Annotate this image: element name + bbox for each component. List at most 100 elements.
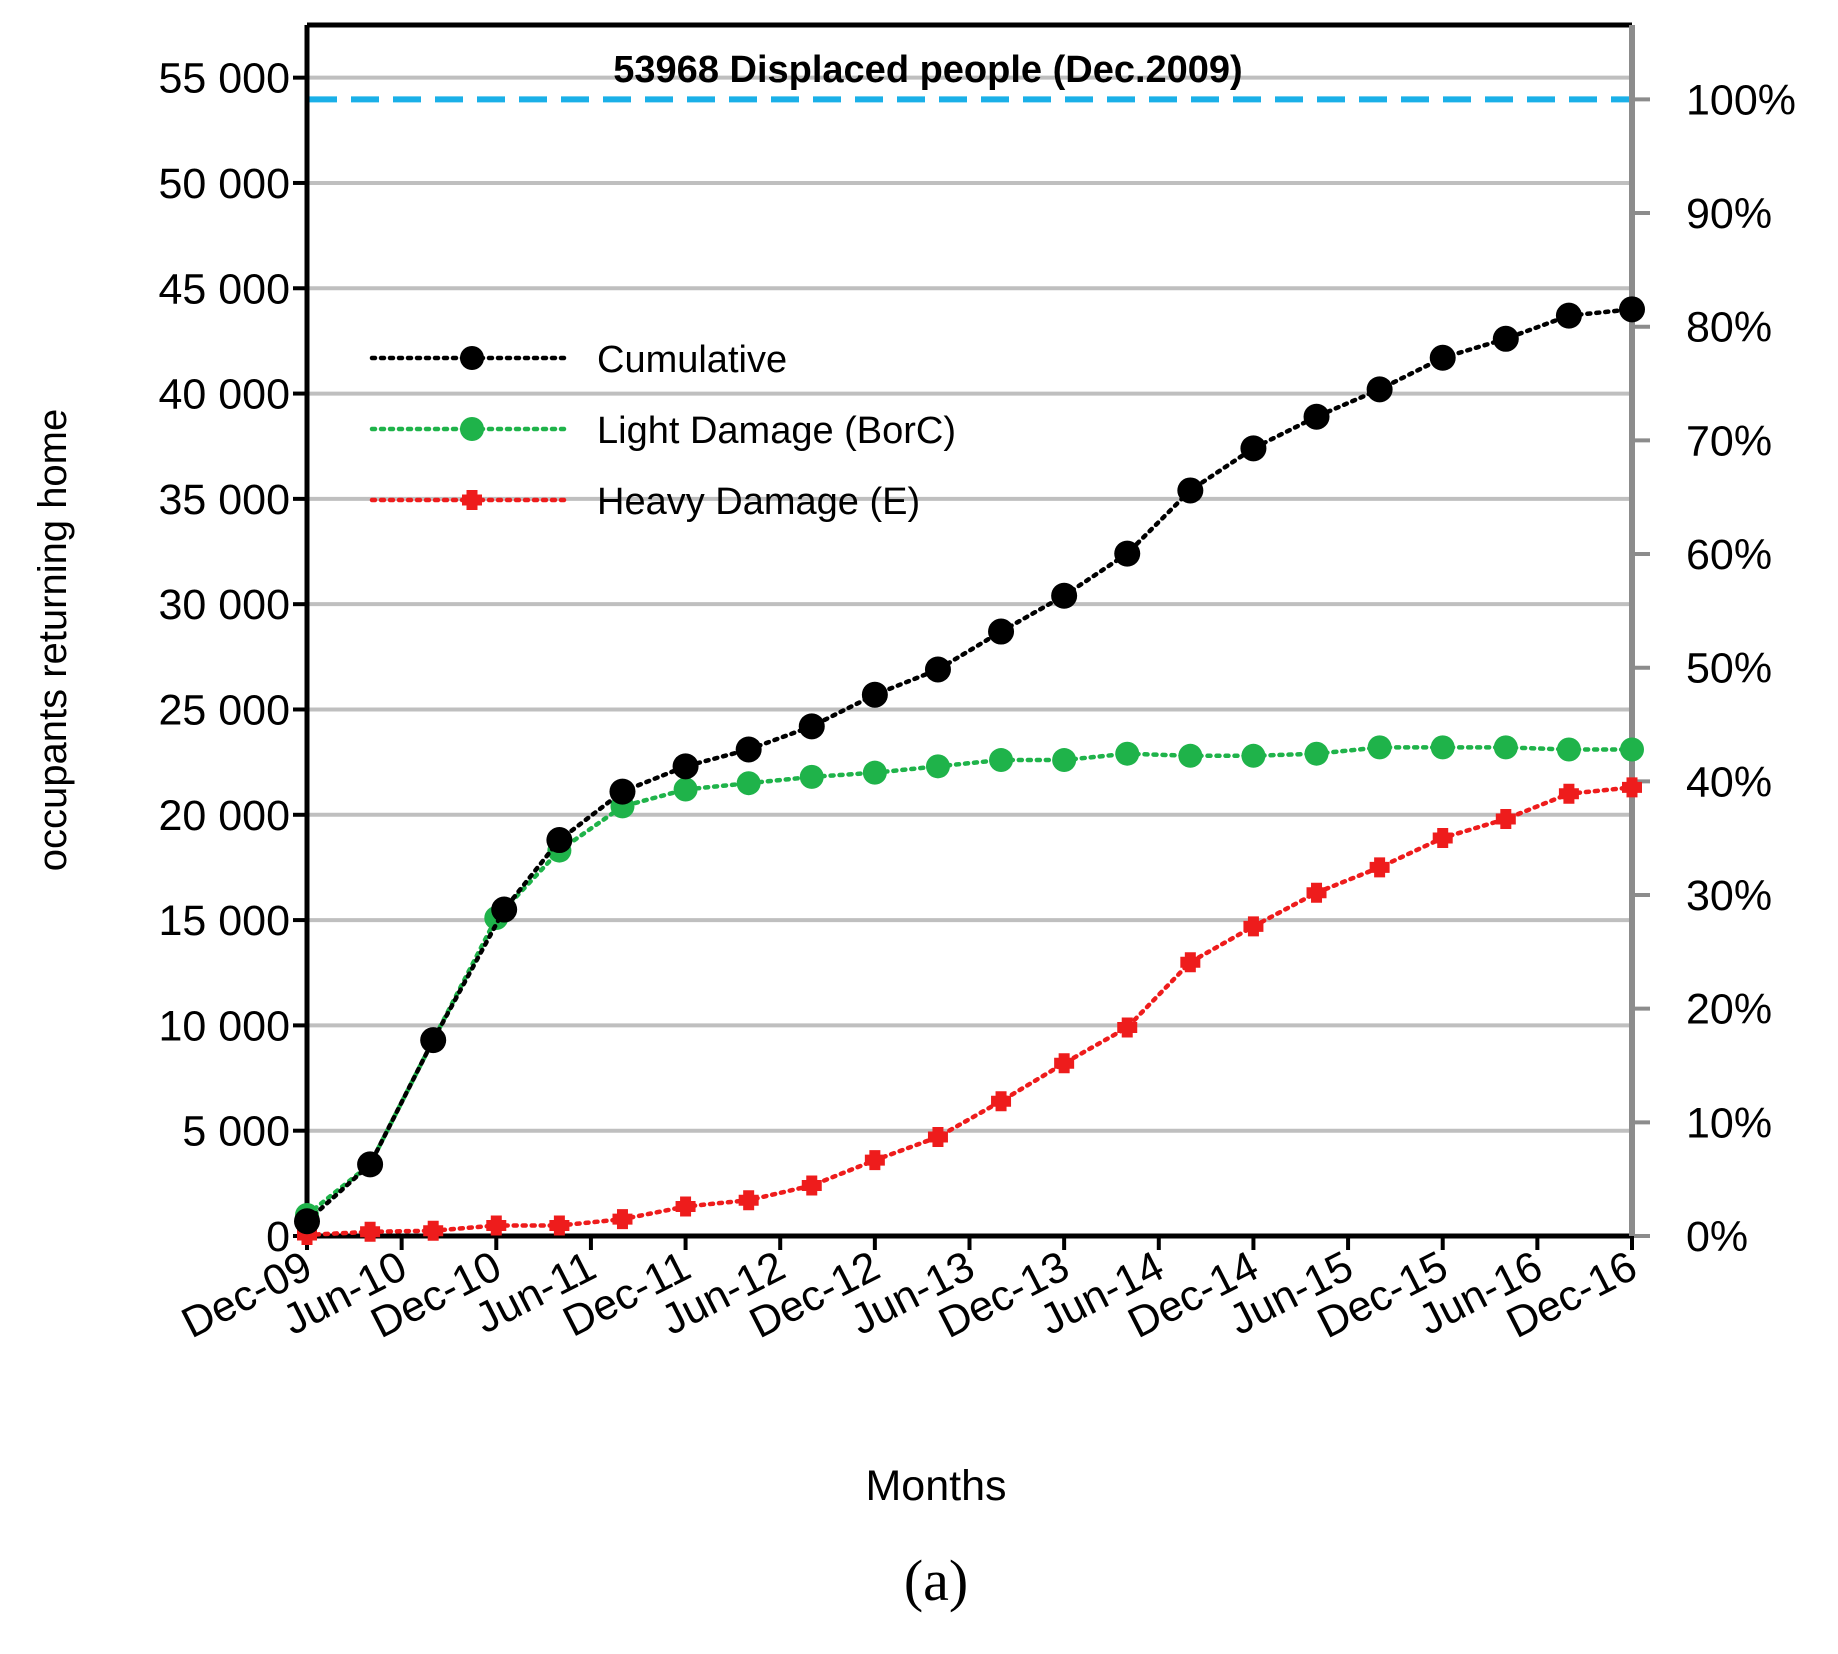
data-point <box>1180 952 1201 973</box>
y2-tick-label: 50% <box>1686 645 1772 693</box>
y2-tick-label: 60% <box>1686 531 1772 579</box>
data-point <box>989 748 1014 773</box>
data-point <box>1555 302 1582 329</box>
axes <box>304 22 1635 1239</box>
data-point <box>1429 344 1456 371</box>
data-point <box>1430 735 1455 760</box>
y-tick-label: 10 000 <box>158 1002 290 1050</box>
data-point <box>1558 783 1579 804</box>
data-point <box>1495 808 1516 829</box>
data-point <box>675 1196 696 1217</box>
data-point <box>1177 477 1204 504</box>
data-point <box>801 1175 822 1196</box>
data-point <box>360 1221 381 1242</box>
data-point <box>924 656 951 683</box>
data-point <box>1051 582 1078 609</box>
y-tick-label: 5 000 <box>182 1108 290 1156</box>
y2-tick-label: 70% <box>1686 417 1772 465</box>
legend-entry: Heavy Damage (E) <box>369 481 920 523</box>
y2-tick-label: 90% <box>1686 190 1772 238</box>
data-point <box>357 1151 384 1178</box>
data-point <box>864 1150 885 1171</box>
data-point <box>549 1215 570 1236</box>
legend-swatch-marker <box>462 490 482 510</box>
data-point <box>1620 737 1644 762</box>
series-line <box>304 307 1635 1224</box>
data-point <box>1304 741 1329 766</box>
y2-tick-label: 40% <box>1686 758 1772 806</box>
y-tick-label: 45 000 <box>158 265 290 313</box>
data-point <box>486 1215 507 1236</box>
chart-title: 53968 Displaced people (Dec.2009) <box>613 49 1242 91</box>
y2-tick-label: 100% <box>1686 76 1796 124</box>
data-point <box>1240 435 1267 462</box>
data-point <box>1622 777 1642 798</box>
data-point <box>1117 1017 1138 1038</box>
y2-tick-label: 80% <box>1686 304 1772 352</box>
y-tick-label: 0 <box>266 1213 290 1261</box>
series-group <box>294 296 1645 1245</box>
data-point <box>1367 735 1392 760</box>
data-point <box>1241 743 1266 768</box>
data-point <box>1619 296 1645 323</box>
legend-entry: Light Damage (BorC) <box>369 410 956 452</box>
y-tick-label: 40 000 <box>158 371 290 419</box>
data-point <box>423 1220 444 1241</box>
data-point <box>1243 916 1264 937</box>
data-point <box>798 713 825 740</box>
y-tick-label: 15 000 <box>158 897 290 945</box>
legend-label: Heavy Damage (E) <box>597 481 920 523</box>
y-axis-title: occupants returning home <box>31 409 75 872</box>
y-tick-label: 30 000 <box>158 581 290 629</box>
y2-tick-label: 10% <box>1686 1099 1772 1147</box>
data-point <box>861 681 888 708</box>
data-point <box>862 760 887 785</box>
data-point <box>1493 735 1518 760</box>
data-point <box>927 1127 948 1148</box>
y-tick-label: 35 000 <box>158 476 290 524</box>
panel-label: (a) <box>904 1548 968 1613</box>
y2-tick-label: 20% <box>1686 986 1772 1034</box>
data-point <box>612 1209 633 1230</box>
legend-swatch-marker <box>460 346 484 370</box>
legend-swatch-marker <box>460 417 484 441</box>
data-point <box>1366 376 1393 403</box>
y-tick-label: 55 000 <box>158 55 290 103</box>
data-point <box>735 736 762 763</box>
data-point <box>1052 748 1077 773</box>
series-light-damage-borc <box>295 735 1644 1227</box>
data-point <box>1369 857 1390 878</box>
y-tick-label: 20 000 <box>158 792 290 840</box>
data-point <box>1115 741 1140 766</box>
y-axis-ticks: 0 5 000 10 000 15 000 20 000 25 000 30 000 35 0… <box>158 55 307 1261</box>
data-point <box>1306 882 1327 903</box>
data-point <box>491 896 518 923</box>
y-tick-label: 50 000 <box>158 160 290 208</box>
data-point <box>546 827 573 854</box>
legend-label: Light Damage (BorC) <box>597 410 956 452</box>
y2-axis-ticks: 0% 10% 20% 30% 40% 50% 60% 70% 80% 90% 100% <box>1632 76 1796 1261</box>
gridlines <box>307 75 1632 1133</box>
data-point <box>1303 403 1330 430</box>
data-point <box>1492 325 1519 352</box>
data-point <box>738 1190 759 1211</box>
data-point <box>736 771 761 796</box>
y2-tick-label: 30% <box>1686 872 1772 920</box>
data-point <box>1054 1053 1075 1074</box>
data-point <box>988 618 1015 645</box>
data-point <box>294 1208 320 1235</box>
data-point <box>1114 540 1141 567</box>
legend-entry: Cumulative <box>369 339 787 381</box>
series-cumulative <box>294 296 1645 1235</box>
x-axis-title: Months <box>865 1462 1006 1510</box>
series-line <box>304 785 1635 1238</box>
data-point <box>1556 737 1581 762</box>
x-axis-ticks: Dec-09Jun-10Dec-10Jun-11Dec-11Jun-12Dec-… <box>174 1236 1645 1348</box>
data-point <box>799 764 824 789</box>
data-point <box>1432 827 1453 848</box>
data-point <box>609 778 636 805</box>
data-point <box>672 753 699 780</box>
data-point <box>925 754 950 779</box>
legend-label: Cumulative <box>597 339 787 381</box>
